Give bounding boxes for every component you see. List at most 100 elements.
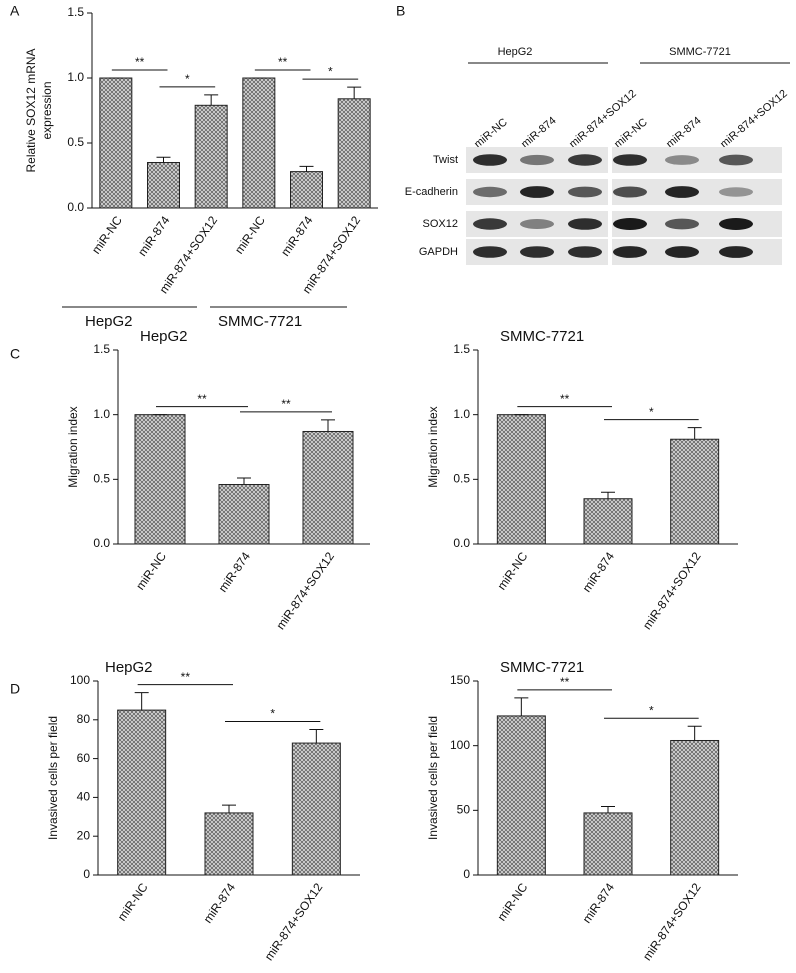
x-tick-label: miR-NC (494, 880, 530, 923)
y-tick-label: 100 (70, 673, 90, 687)
blot-band (613, 218, 647, 230)
group-label: SMMC-7721 (218, 313, 302, 330)
bar (218, 484, 270, 545)
significance-label: ** (560, 392, 570, 406)
lane-label: miR-NC (612, 116, 650, 150)
blot-band (613, 246, 647, 258)
bar (194, 104, 228, 209)
error-bar (347, 86, 362, 99)
error-bar (514, 697, 529, 716)
blot-band (473, 246, 507, 258)
error-bar (156, 156, 171, 163)
lane-label: miR-NC (472, 116, 510, 150)
y-tick-label: 20 (77, 828, 91, 842)
y-tick-label: 0.0 (453, 536, 470, 550)
significance-label: * (649, 405, 654, 419)
blot-band (665, 218, 699, 230)
significance-label: * (649, 703, 654, 717)
bar (670, 438, 720, 545)
blot-band (520, 219, 554, 229)
x-tick-label: miR-874+SOX12 (262, 880, 326, 963)
bar (337, 98, 371, 209)
y-tick-label: 0.0 (93, 536, 110, 550)
y-tick-label: 1.0 (93, 407, 110, 421)
blot-band (665, 246, 699, 258)
y-tick-label: 50 (457, 803, 471, 817)
panel-label: C (10, 346, 20, 362)
y-tick-label: 0 (83, 867, 90, 881)
chart-title: SMMC-7721 (500, 659, 584, 676)
blot-band (613, 186, 647, 198)
blot-band (719, 218, 753, 230)
error-bar (299, 165, 314, 172)
y-tick-label: 100 (450, 738, 470, 752)
significance-label: ** (281, 397, 291, 411)
x-tick-label: miR-874 (201, 880, 239, 925)
bar (583, 498, 633, 545)
significance-label: ** (278, 55, 288, 69)
error-bar (321, 419, 335, 432)
y-axis-label: Migration index (426, 406, 440, 487)
protein-label: SOX12 (423, 218, 458, 230)
x-tick-label: miR-NC (494, 549, 530, 592)
error-bar (134, 692, 149, 711)
blot-band (568, 246, 602, 258)
y-axis-label: Migration index (66, 406, 80, 487)
blot-band (568, 186, 602, 198)
error-bar (237, 477, 251, 485)
y-tick-label: 150 (450, 673, 470, 687)
error-bar (601, 805, 615, 813)
blot-band (719, 187, 753, 197)
blot-band (665, 186, 699, 198)
protein-label: E-cadherin (405, 186, 458, 198)
bar (496, 715, 546, 876)
protein-label: Twist (433, 154, 458, 166)
panel-label: D (10, 681, 20, 697)
y-tick-label: 40 (77, 790, 91, 804)
chart-title: HepG2 (140, 328, 188, 345)
y-tick-label: 0.5 (453, 472, 470, 486)
lane-label: miR-874+SOX12 (718, 88, 790, 151)
group-label: HepG2 (85, 313, 133, 330)
x-tick-label: miR-874 (580, 549, 618, 594)
significance-label: ** (560, 675, 570, 689)
blot-band (473, 186, 507, 198)
bar (290, 171, 323, 209)
significance-label: ** (197, 392, 207, 406)
y-axis-label: Invasived cells per field (46, 716, 60, 840)
lane-label: miR-874 (519, 115, 559, 151)
x-tick-label: miR-874 (278, 213, 316, 258)
error-bar (309, 729, 324, 744)
x-tick-label: miR-NC (89, 213, 125, 256)
y-tick-label: 0.5 (93, 472, 110, 486)
y-tick-label: 0.5 (67, 135, 84, 149)
x-tick-label: miR-874+SOX12 (640, 880, 704, 963)
significance-label: ** (135, 55, 145, 69)
cell-line-label: SMMC-7721 (669, 46, 731, 58)
error-bar (204, 94, 219, 106)
bar (670, 739, 720, 876)
y-tick-label: 1.5 (453, 342, 470, 356)
y-tick-label: 0.0 (67, 200, 84, 214)
blot-band (520, 154, 554, 166)
x-tick-label: miR-874 (216, 549, 254, 594)
y-tick-label: 1.5 (67, 5, 84, 19)
y-axis-label: Invasived cells per field (426, 716, 440, 840)
bar (99, 77, 133, 209)
y-tick-label: 1.0 (453, 407, 470, 421)
y-tick-label: 80 (77, 712, 91, 726)
x-tick-label: miR-NC (115, 880, 151, 923)
y-tick-label: 0 (463, 867, 470, 881)
protein-label: GAPDH (419, 246, 458, 258)
x-tick-label: miR-874 (135, 213, 173, 258)
bar (496, 414, 546, 545)
error-bar (687, 725, 702, 741)
blot-band (719, 246, 753, 258)
blot-band (613, 154, 647, 166)
y-axis-label: Relative SOX12 mRNA (24, 48, 38, 172)
blot-band (473, 218, 507, 230)
y-tick-label: 60 (77, 751, 91, 765)
cell-line-label: HepG2 (498, 46, 533, 58)
chart-title: HepG2 (105, 659, 153, 676)
